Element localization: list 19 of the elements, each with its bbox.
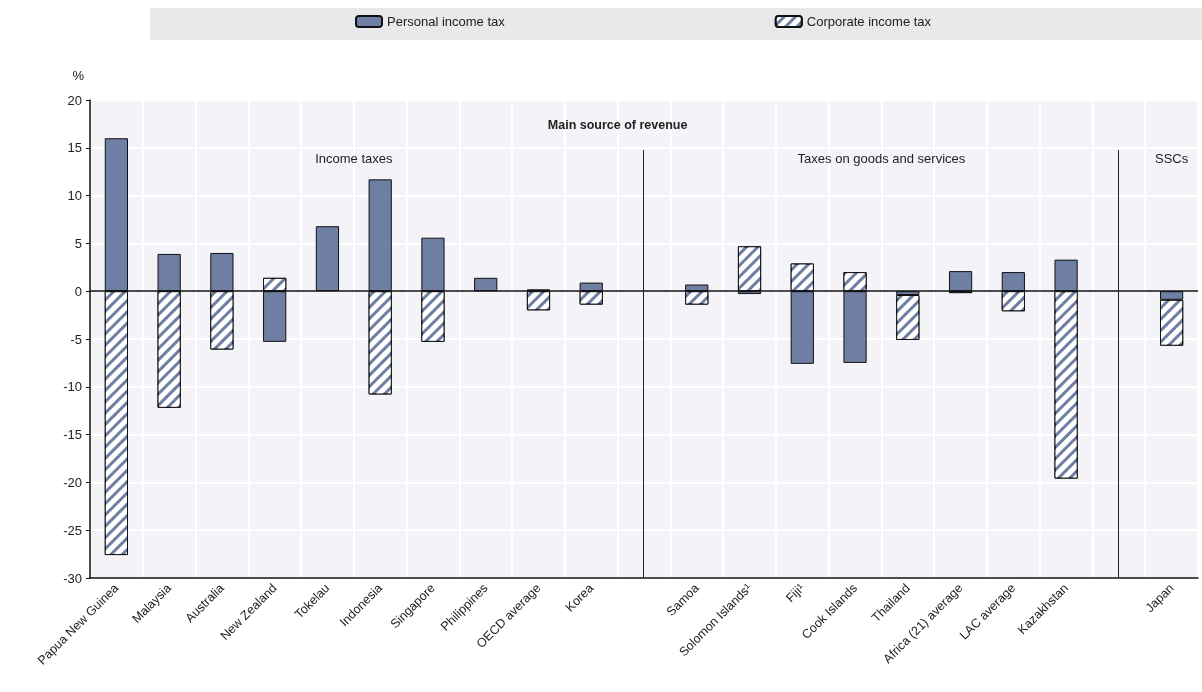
y-tick-label: -20 (63, 474, 82, 490)
legend-label: Personal income tax (387, 14, 506, 29)
y-tick-label: -10 (63, 379, 82, 395)
annotation: Taxes on goods and services (797, 151, 966, 166)
y-tick-label: 20 (67, 92, 82, 108)
y-tick-label: 10 (67, 188, 82, 204)
annotation: Main source of revenue (547, 117, 688, 132)
y-tick-label: 0 (74, 283, 82, 299)
y-axis-title: % (72, 68, 85, 83)
y-tick-label: 5 (74, 235, 82, 251)
y-tick-label: -30 (63, 570, 82, 586)
x-tick-label: Fiji¹ (783, 581, 808, 606)
y-tick-label: -5 (70, 331, 82, 347)
y-tick-label: -25 (63, 522, 82, 538)
legend-label: Corporate income tax (806, 14, 932, 29)
y-tick-label: 15 (67, 140, 82, 156)
annotation: Income taxes (315, 151, 393, 166)
annotation: SSCs (1155, 151, 1189, 166)
y-tick-label: -15 (63, 427, 82, 443)
